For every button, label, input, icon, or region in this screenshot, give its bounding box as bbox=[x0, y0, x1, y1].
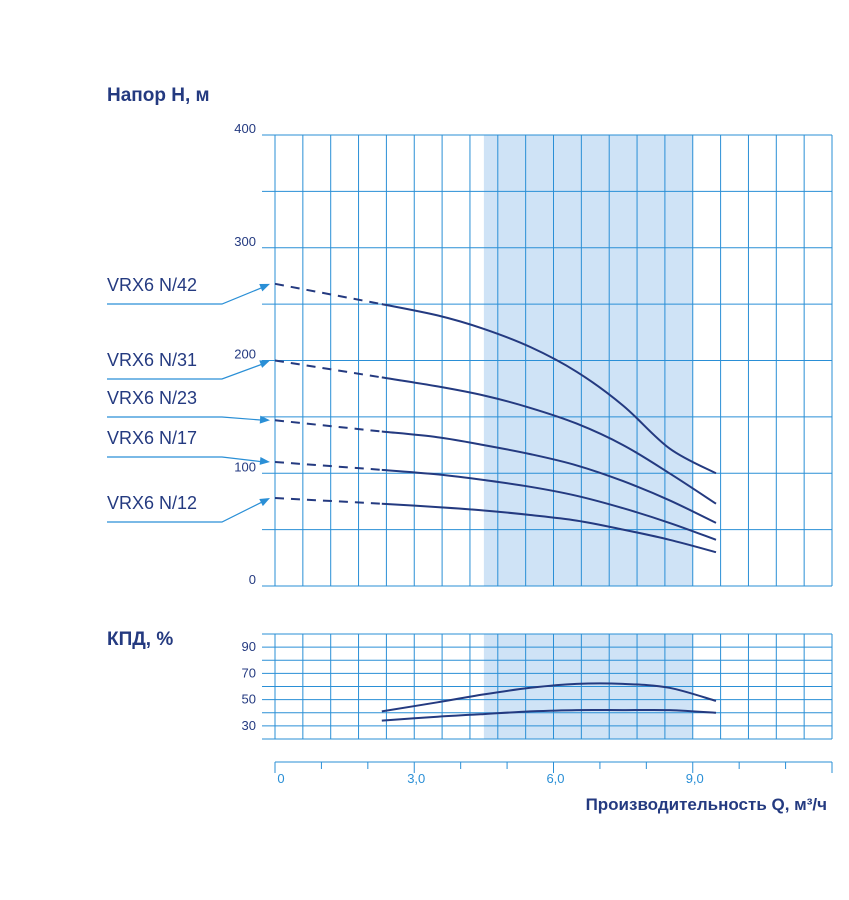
y-tick-label: 100 bbox=[234, 459, 256, 474]
label-leader-line bbox=[107, 416, 265, 421]
head-axis-title: Напор H, м bbox=[107, 85, 210, 106]
x-tick-label: 6,0 bbox=[546, 771, 564, 786]
efficiency-curve-2 bbox=[381, 708, 717, 722]
head-curve-4 bbox=[381, 468, 717, 541]
x-tick-label: 0 bbox=[277, 771, 284, 786]
series-label: VRX6 N/23 bbox=[107, 388, 197, 408]
head-y-ticks: 0 100 200 300 400 bbox=[234, 121, 256, 587]
head-curve-dashed-5 bbox=[274, 497, 382, 505]
head-curve-dashed-2 bbox=[274, 359, 382, 379]
label-arrowhead bbox=[259, 415, 270, 424]
y-tick-label: 400 bbox=[234, 121, 256, 136]
y-tick-label: 90 bbox=[242, 639, 256, 654]
head-curve-5 bbox=[381, 502, 717, 554]
label-leader-line bbox=[107, 362, 265, 380]
head-curve-3 bbox=[381, 430, 717, 524]
label-arrowhead bbox=[259, 283, 270, 292]
label-arrowhead bbox=[259, 360, 270, 368]
label-leader-line bbox=[107, 456, 265, 463]
label-arrowhead bbox=[259, 456, 270, 465]
head-curve-2 bbox=[381, 376, 717, 505]
series-label: VRX6 N/17 bbox=[107, 428, 197, 448]
flow-x-ticks: 0 3,0 6,0 9,0 bbox=[277, 771, 703, 786]
head-grid bbox=[262, 134, 833, 587]
head-curve-dashed-4 bbox=[274, 460, 382, 471]
x-tick-label: 9,0 bbox=[686, 771, 704, 786]
flow-axis-title: Производительность Q, м³/ч bbox=[586, 795, 827, 814]
head-curve-dashed-1 bbox=[274, 282, 382, 306]
y-tick-label: 50 bbox=[242, 692, 256, 707]
label-leader-line bbox=[107, 286, 265, 305]
head-curves bbox=[274, 282, 717, 554]
series-label: VRX6 N/42 bbox=[107, 275, 197, 295]
series-labels: VRX6 N/42 VRX6 N/31 VRX6 N/23 VRX6 N/17 VRX6… bbox=[107, 275, 270, 523]
head-curve-dashed-3 bbox=[274, 419, 382, 433]
flow-axis bbox=[274, 761, 833, 773]
x-tick-label: 3,0 bbox=[407, 771, 425, 786]
y-tick-label: 70 bbox=[242, 665, 256, 680]
series-label: VRX6 N/12 bbox=[107, 493, 197, 513]
y-tick-label: 200 bbox=[234, 347, 256, 362]
label-arrowhead bbox=[259, 498, 270, 507]
efficiency-curves bbox=[381, 682, 717, 722]
y-tick-label: 300 bbox=[234, 234, 256, 249]
y-tick-label: 0 bbox=[249, 572, 256, 587]
series-label: VRX6 N/31 bbox=[107, 350, 197, 370]
efficiency-y-ticks: 30 50 70 90 bbox=[242, 639, 256, 733]
efficiency-axis-title: КПД, % bbox=[107, 629, 173, 650]
head-curve-1 bbox=[381, 303, 717, 475]
efficiency-curve-1 bbox=[381, 682, 717, 713]
label-leader-line bbox=[107, 500, 265, 523]
y-tick-label: 30 bbox=[242, 718, 256, 733]
